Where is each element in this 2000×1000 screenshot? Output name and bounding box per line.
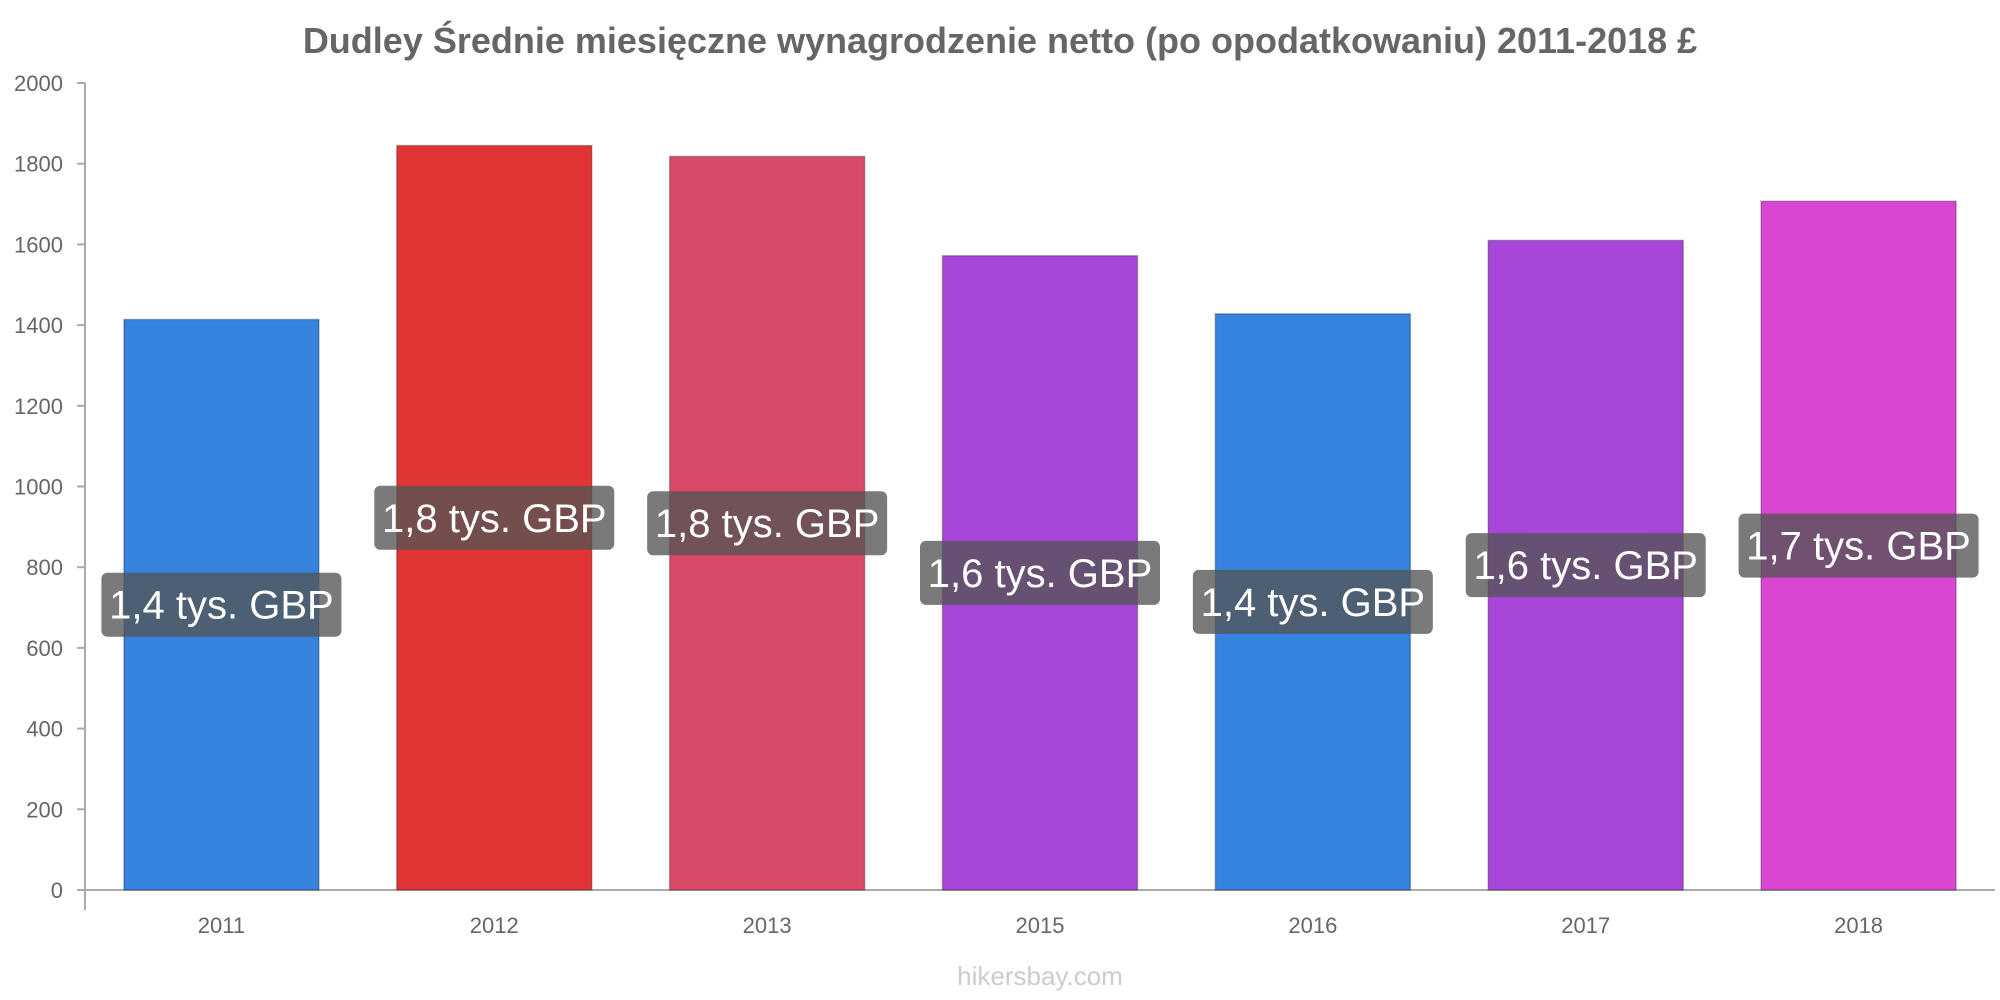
data-label-box <box>920 540 1160 605</box>
x-axis: 2011 2012 2013 2015 2016 2017 2018 <box>85 889 1995 938</box>
y-tick-label: 600 <box>26 636 63 661</box>
y-tick-label: 1000 <box>14 475 63 500</box>
y-tick-label: 400 <box>26 717 63 742</box>
x-tick-label: 2012 <box>470 913 519 938</box>
x-tick-label: 2016 <box>1288 913 1337 938</box>
data-label-box <box>374 485 615 550</box>
x-tick-label: 2013 <box>743 913 792 938</box>
data-label: 1,4 tys. GBP <box>109 584 334 628</box>
data-label-box <box>1465 533 1706 598</box>
data-label-box <box>101 572 342 637</box>
y-tick-label: 1200 <box>14 394 63 419</box>
y-tick-label: 800 <box>26 555 63 580</box>
y-tick-label: 1600 <box>14 232 63 257</box>
data-label: 1,8 tys. GBP <box>655 502 880 546</box>
y-axis: 0 200 400 600 800 1000 1200 1400 1600 1800 2000 <box>14 71 86 910</box>
x-tick-label: 2015 <box>1016 913 1065 938</box>
data-label: 1,8 tys. GBP <box>382 497 607 541</box>
data-labels: 1,4 tys. GBP 1,8 tys. GBP 1,8 tys. GBP 1,6 … <box>101 485 1979 637</box>
y-tick-label: 1400 <box>14 313 63 338</box>
chart-title: Dudley Średnie miesięczne wynagrodzenie … <box>303 19 1697 61</box>
data-label: 1,6 tys. GBP <box>1473 544 1698 588</box>
y-tick-label: 200 <box>26 797 63 822</box>
x-tick-label: 2018 <box>1834 913 1883 938</box>
y-tick-label: 0 <box>51 878 63 903</box>
data-label-box <box>1192 569 1433 634</box>
data-label: 1,4 tys. GBP <box>1201 581 1426 625</box>
data-label-box <box>1738 513 1979 578</box>
data-label: 1,7 tys. GBP <box>1746 525 1971 569</box>
data-label: 1,6 tys. GBP <box>928 552 1153 596</box>
watermark: hikersbay.com <box>957 961 1123 991</box>
x-tick-label: 2011 <box>198 913 245 938</box>
y-tick-label: 1800 <box>14 152 63 177</box>
data-label-box <box>647 491 888 556</box>
x-tick-label: 2017 <box>1561 913 1610 938</box>
y-tick-label: 2000 <box>14 71 63 96</box>
